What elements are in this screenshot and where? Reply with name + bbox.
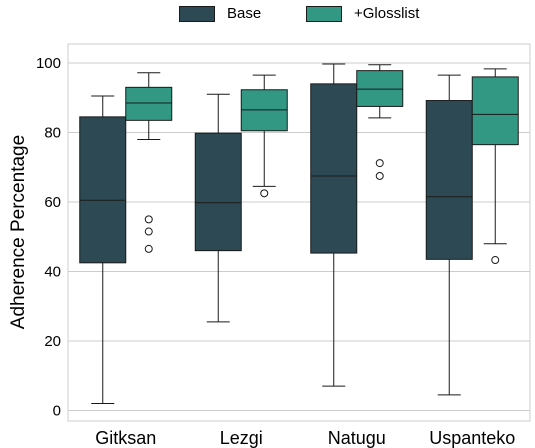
x-tick-label-uspanteko: Uspanteko: [429, 428, 515, 448]
box-natugu-base: [310, 83, 358, 254]
box-gitksan-glosslist: [125, 86, 173, 121]
y-tick-label-60: 60: [44, 194, 61, 211]
box-group: [79, 63, 519, 405]
y-tick-label-20: 20: [44, 333, 61, 350]
outlier-natugu-glosslist-1: [375, 171, 384, 180]
y-axis-ticks: 0 20 40 60 80 100: [36, 55, 61, 420]
legend-swatch-base: [179, 5, 215, 22]
box-lezgi-base: [194, 132, 242, 252]
x-tick-label-natugu: Natugu: [328, 428, 386, 448]
box-uspanteko-glosslist: [471, 76, 519, 146]
y-tick-label-40: 40: [44, 264, 61, 281]
legend: Base +Glosslist: [0, 5, 535, 27]
plot-frame: [67, 43, 531, 422]
box-natugu-glosslist: [356, 70, 404, 107]
outlier-natugu-glosslist-0: [375, 159, 384, 168]
y-tick-label-0: 0: [53, 403, 61, 420]
y-tick-label-80: 80: [44, 125, 61, 142]
x-tick-label-gitksan: Gitksan: [95, 428, 156, 448]
legend-label-base: Base: [227, 5, 262, 22]
x-tick-label-lezgi: Lezgi: [220, 428, 263, 448]
y-axis-title: Adherence Percentage: [8, 135, 29, 329]
outlier-uspanteko-glosslist-0: [491, 256, 500, 265]
outlier-lezgi-glosslist-0: [260, 189, 269, 198]
outlier-gitksan-glosslist-1: [144, 227, 153, 236]
legend-item-base: Base: [179, 5, 261, 22]
box-uspanteko-base: [425, 100, 473, 260]
legend-item-glosslist: +Glosslist: [306, 5, 419, 22]
legend-swatch-glosslist: [306, 5, 342, 22]
legend-label-glosslist: +Glosslist: [354, 5, 420, 22]
outlier-gitksan-glosslist-2: [144, 244, 153, 253]
y-tick-label-100: 100: [36, 55, 61, 72]
outlier-gitksan-glosslist-0: [144, 215, 153, 224]
box-gitksan-base: [79, 116, 127, 264]
x-axis-labels: Gitksan Lezgi Natugu Uspanteko: [95, 428, 515, 448]
